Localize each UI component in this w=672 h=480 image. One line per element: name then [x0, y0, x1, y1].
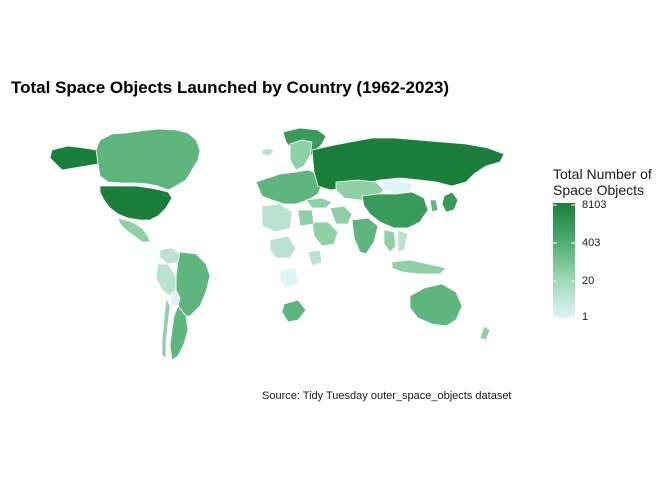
region-iran [329, 205, 353, 225]
region-mexico [117, 217, 151, 243]
region-turkey [305, 197, 333, 209]
region-australia [409, 283, 463, 327]
region-brazil [175, 251, 211, 317]
region-algeria [261, 203, 293, 233]
region-angola [279, 267, 299, 289]
region-indonesia [391, 259, 447, 275]
legend-tick-label: 1 [582, 311, 589, 323]
legend-tick-label: 8103 [582, 199, 607, 211]
region-colombia [159, 247, 181, 265]
region-europe [255, 169, 323, 205]
region-saudi-arabia [311, 221, 339, 247]
region-mongolia [381, 179, 413, 195]
region-united-states [99, 185, 173, 221]
legend-tick-label: 20 [582, 275, 595, 287]
legend-title-line2: Space Objects [553, 182, 645, 198]
region-chile [161, 297, 171, 359]
legend-tick-label: 403 [582, 237, 601, 249]
region-nigeria [269, 235, 297, 259]
region-india [351, 217, 379, 255]
region-iceland [261, 147, 275, 157]
region-argentina [169, 305, 189, 361]
legend-title-line1: Total Number of [553, 166, 652, 182]
region-peru [155, 263, 177, 297]
region-new-zealand [479, 325, 491, 341]
region-china [361, 191, 429, 229]
region-south-africa [281, 299, 307, 323]
legend-gradient-bar [553, 203, 575, 318]
region-kenya [307, 249, 323, 267]
region-egypt [297, 209, 315, 227]
map-title: Total Space Objects Launched by Country … [11, 78, 450, 97]
legend-title: Total Number of Space Objects [553, 166, 652, 198]
region-scandinavia [289, 139, 313, 171]
region-canada [95, 128, 201, 191]
region-korea [429, 199, 439, 213]
region-vietnam [397, 229, 409, 253]
region-thailand [383, 229, 397, 253]
source-caption: Source: Tidy Tuesday outer_space_objects… [262, 390, 512, 402]
region-alaska [49, 145, 99, 171]
legend-ticks [553, 204, 575, 318]
region-japan [441, 191, 459, 213]
region-bolivia [169, 289, 181, 307]
